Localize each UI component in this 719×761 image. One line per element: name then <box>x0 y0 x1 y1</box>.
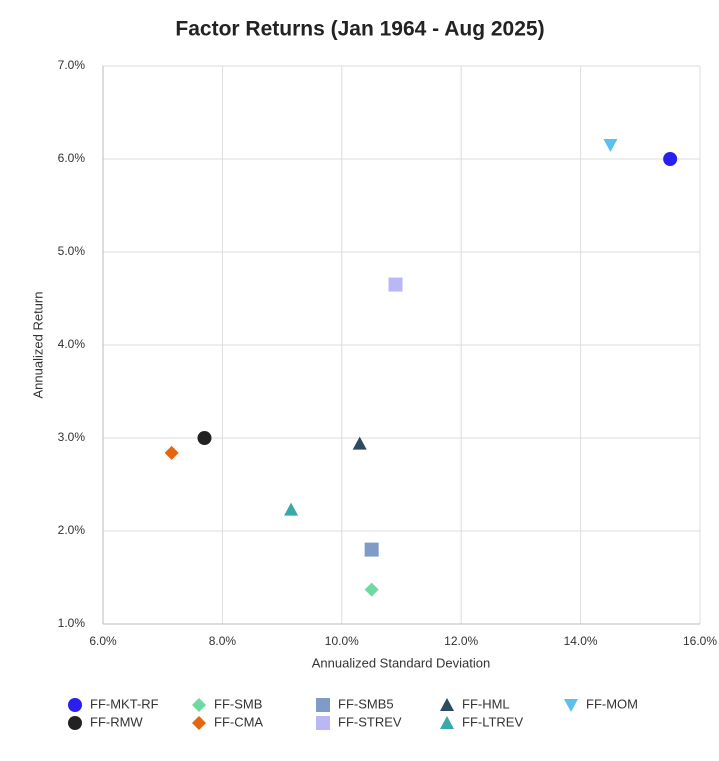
y-tick-label: 7.0% <box>58 58 86 72</box>
legend-label: FF-SMB <box>214 696 262 711</box>
legend-label: FF-STREV <box>338 714 402 729</box>
x-tick-label: 12.0% <box>444 634 478 648</box>
legend-marker <box>316 698 330 712</box>
legend-marker <box>68 698 82 712</box>
chart-title: Factor Returns (Jan 1964 - Aug 2025) <box>175 18 544 41</box>
y-tick-label: 6.0% <box>58 151 86 165</box>
legend-marker <box>192 698 206 712</box>
scatter-point <box>364 582 379 597</box>
y-tick-label: 3.0% <box>58 430 86 444</box>
y-tick-label: 2.0% <box>58 523 86 537</box>
x-tick-label: 16.0% <box>683 634 717 648</box>
legend-label: FF-SMB5 <box>338 696 394 711</box>
legend-label: FF-HML <box>462 696 510 711</box>
scatter-point <box>284 502 299 516</box>
legend-label: FF-RMW <box>90 714 143 729</box>
legend-label: FF-CMA <box>214 714 263 729</box>
legend-marker <box>316 716 330 730</box>
y-tick-label: 5.0% <box>58 244 86 258</box>
legend-marker <box>68 716 82 730</box>
scatter-point <box>197 431 212 445</box>
legend-marker <box>440 698 454 711</box>
y-tick-label: 1.0% <box>58 616 86 630</box>
legend-label: FF-LTREV <box>462 714 523 729</box>
legend-marker <box>564 699 578 712</box>
y-tick-label: 4.0% <box>58 337 86 351</box>
x-tick-label: 6.0% <box>89 634 117 648</box>
scatter-point <box>364 542 379 557</box>
scatter-point <box>663 152 678 166</box>
legend-label: FF-MKT-RF <box>90 696 159 711</box>
legend-label: FF-MOM <box>586 696 638 711</box>
x-tick-label: 8.0% <box>209 634 237 648</box>
scatter-point <box>388 277 403 292</box>
legend-marker <box>192 716 206 730</box>
scatter-point <box>164 445 179 460</box>
x-axis-label: Annualized Standard Deviation <box>312 655 491 670</box>
scatter-point <box>352 436 367 450</box>
legend-marker <box>440 716 454 729</box>
scatter-point <box>603 139 618 153</box>
x-tick-label: 14.0% <box>564 634 598 648</box>
y-axis-label: Annualized Return <box>30 292 45 399</box>
x-tick-label: 10.0% <box>325 634 359 648</box>
